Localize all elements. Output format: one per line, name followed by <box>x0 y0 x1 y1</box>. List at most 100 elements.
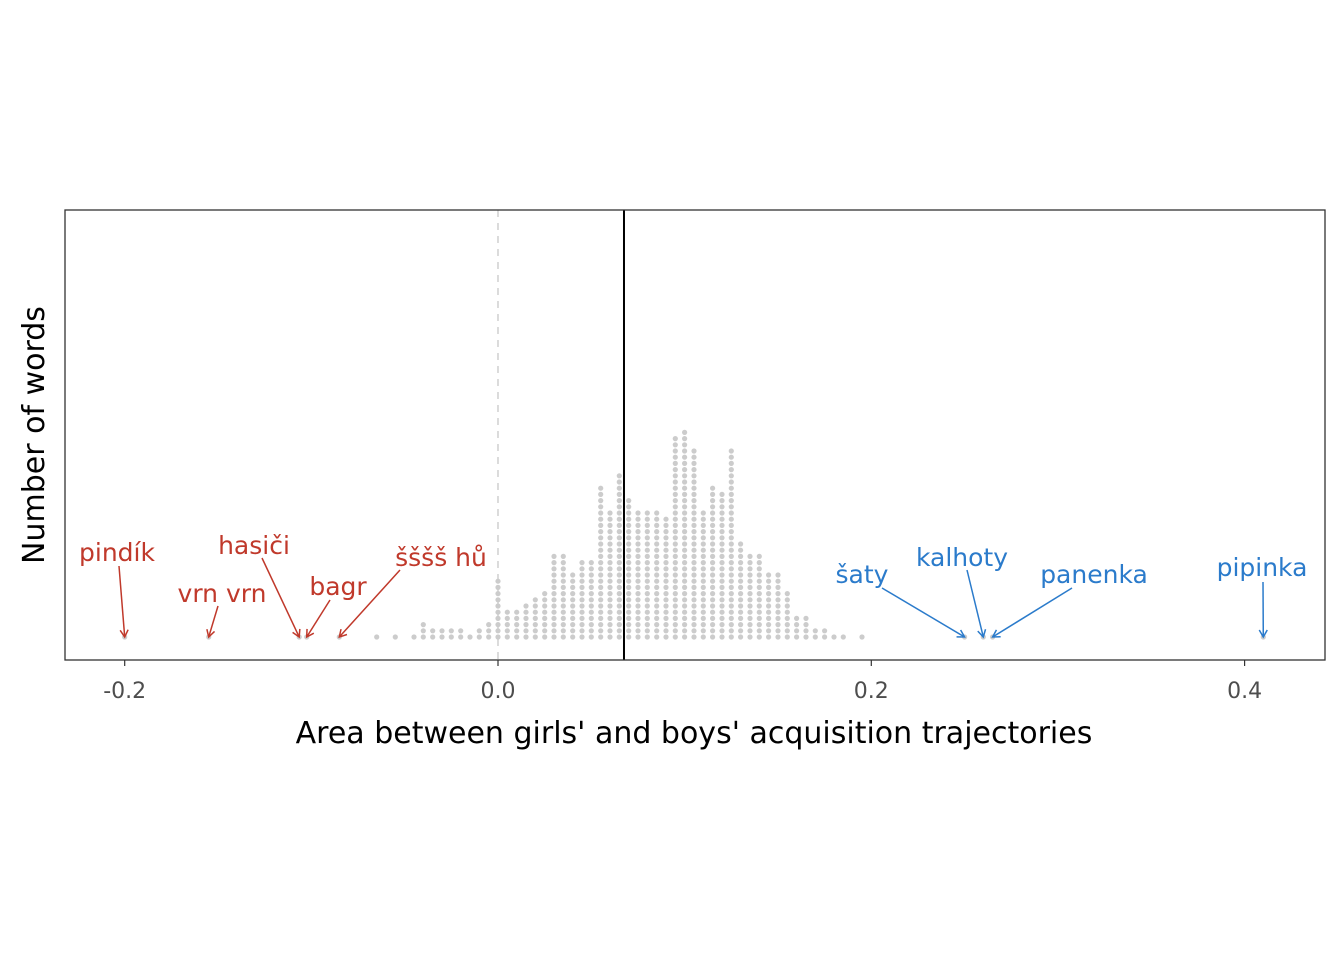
word-dot <box>514 615 520 622</box>
word-dot <box>738 597 744 603</box>
word-dot <box>766 634 772 640</box>
word-dot <box>663 560 669 566</box>
word-dot <box>495 615 501 622</box>
word-dot <box>672 591 678 597</box>
annotation-boy-word-arrow <box>305 599 331 639</box>
word-dot <box>840 634 846 640</box>
word-dot <box>598 584 604 591</box>
word-dot <box>756 560 762 566</box>
word-dot <box>691 572 697 578</box>
word-dot <box>495 584 501 591</box>
dot-layer <box>122 429 1266 640</box>
word-dot <box>710 547 716 553</box>
word-dot <box>710 510 716 516</box>
word-dot <box>719 584 725 591</box>
word-dot <box>682 622 688 628</box>
word-dot <box>607 597 613 603</box>
word-dot <box>607 535 613 541</box>
word-dot <box>588 566 594 572</box>
word-dot <box>607 541 613 547</box>
word-dot <box>663 603 669 609</box>
word-dot <box>495 622 501 628</box>
word-dot <box>607 522 613 529</box>
word-dot <box>598 591 604 597</box>
word-dot <box>719 591 725 597</box>
word-dot <box>728 522 734 529</box>
word-dot <box>570 628 576 634</box>
word-dot <box>570 603 576 609</box>
word-dot <box>700 591 706 597</box>
word-dot <box>710 584 716 591</box>
word-dot <box>784 591 790 597</box>
word-dot <box>654 560 660 566</box>
annotation-girl-word-label: pipinka <box>1217 553 1308 582</box>
word-dot <box>616 498 622 504</box>
word-dot <box>747 609 753 615</box>
word-dot <box>738 547 744 553</box>
word-dot <box>728 566 734 572</box>
word-dot <box>607 547 613 553</box>
word-dot <box>682 448 688 454</box>
word-dot <box>579 597 585 603</box>
word-dot <box>803 622 809 628</box>
word-dot <box>607 628 613 634</box>
plot-panel-border <box>64 209 1326 661</box>
word-dot <box>504 615 510 622</box>
word-dot <box>644 603 650 609</box>
word-dot <box>775 578 781 584</box>
word-dot <box>719 560 725 566</box>
word-dot <box>672 498 678 504</box>
word-dot <box>710 628 716 634</box>
word-dot <box>672 436 678 442</box>
word-dot <box>691 529 697 535</box>
word-dot <box>728 541 734 547</box>
word-dot <box>682 460 688 466</box>
word-dot <box>514 622 520 628</box>
word-dot <box>728 467 734 473</box>
word-dot <box>691 566 697 572</box>
word-dot <box>560 572 566 578</box>
word-dot <box>700 634 706 640</box>
word-dot <box>504 609 510 615</box>
word-dot <box>626 615 632 622</box>
word-dot <box>700 516 706 522</box>
word-dot <box>710 572 716 578</box>
word-dot <box>672 454 678 460</box>
word-dot <box>663 553 669 560</box>
word-dot <box>635 510 641 516</box>
word-dot <box>598 615 604 622</box>
word-dot <box>654 535 660 541</box>
word-dot <box>803 628 809 634</box>
word-dot <box>663 535 669 541</box>
word-dot <box>691 560 697 566</box>
word-dot <box>672 504 678 510</box>
word-dot <box>598 560 604 566</box>
word-dot <box>672 560 678 566</box>
word-dot <box>663 578 669 584</box>
word-dot <box>626 566 632 572</box>
word-dot <box>570 609 576 615</box>
word-dot <box>775 603 781 609</box>
word-dot <box>710 529 716 535</box>
annotation-girl-word-arrow <box>881 587 966 638</box>
word-dot <box>626 634 632 640</box>
word-dot <box>626 578 632 584</box>
word-dot <box>551 634 557 640</box>
word-dot <box>626 584 632 591</box>
word-dot <box>570 584 576 591</box>
word-dot <box>579 603 585 609</box>
word-dot <box>588 628 594 634</box>
word-dot <box>635 522 641 529</box>
word-dot <box>626 628 632 634</box>
word-dot <box>598 491 604 497</box>
word-dot <box>616 603 622 609</box>
word-dot <box>626 529 632 535</box>
word-dot <box>747 603 753 609</box>
word-dot <box>710 597 716 603</box>
word-dot <box>691 491 697 497</box>
word-dot <box>504 622 510 628</box>
word-dot <box>607 578 613 584</box>
word-dot <box>663 572 669 578</box>
word-dot <box>663 541 669 547</box>
